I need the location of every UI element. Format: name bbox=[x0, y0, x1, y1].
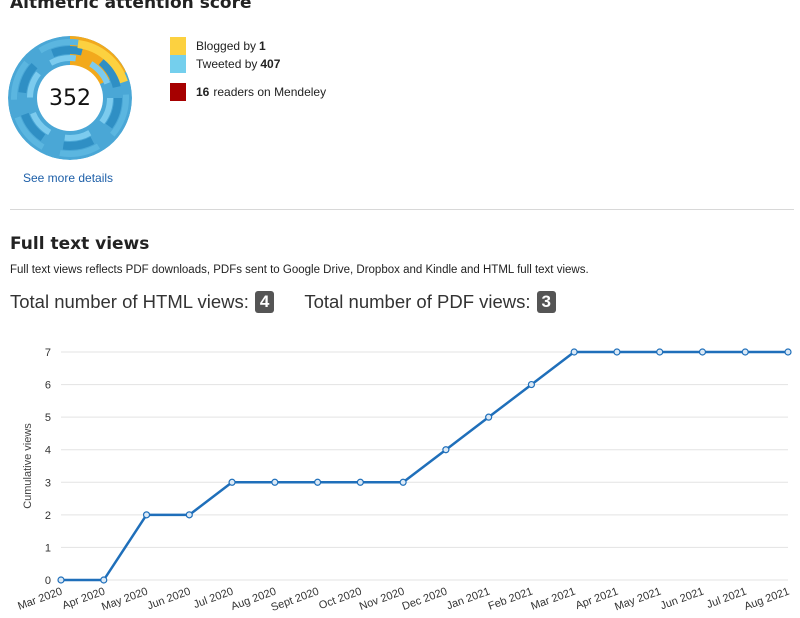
data-point-10 bbox=[485, 413, 493, 421]
data-point-7 bbox=[356, 478, 364, 486]
mendeley-label: readers on Mendeley bbox=[213, 85, 327, 99]
mendeley-swatch bbox=[170, 83, 186, 101]
html-views-count: 4 bbox=[254, 291, 275, 313]
data-point-8 bbox=[399, 478, 407, 486]
views-totals: Total number of HTML views: 4 Total numb… bbox=[10, 291, 557, 313]
pdf-views-label: Total number of PDF views: bbox=[304, 291, 531, 312]
y-tick-label-0: 0 bbox=[45, 575, 51, 587]
x-tick-label-2: May 2020 bbox=[100, 586, 150, 614]
html-views-label: Total number of HTML views: bbox=[10, 291, 249, 312]
tweeted-swatch bbox=[170, 55, 186, 73]
x-tick-label-17: Aug 2021 bbox=[743, 586, 791, 613]
series-line bbox=[61, 350, 788, 582]
legend-mendeley: 16 readers on Mendeley bbox=[170, 83, 326, 101]
views-description: Full text views reflects PDF downloads, … bbox=[10, 264, 589, 276]
x-tick-label-4: Jul 2020 bbox=[192, 586, 235, 612]
data-point-13 bbox=[613, 348, 621, 356]
data-point-1 bbox=[100, 576, 108, 584]
x-tick-label-13: Apr 2021 bbox=[574, 586, 620, 613]
data-point-6 bbox=[313, 478, 322, 486]
altmetric-title: Altmetric attention score bbox=[10, 0, 252, 13]
x-tick-label-12: Mar 2021 bbox=[529, 586, 577, 613]
mendeley-count: 16 bbox=[196, 85, 210, 99]
section-divider bbox=[10, 209, 794, 210]
blogged-count: 1 bbox=[259, 39, 266, 53]
y-tick-label-5: 5 bbox=[45, 412, 51, 424]
altmetric-donut-icon[interactable] bbox=[8, 36, 132, 160]
y-axis-label: Cumulative views bbox=[22, 423, 34, 509]
x-tick-label-15: Jun 2021 bbox=[659, 586, 706, 613]
data-point-0 bbox=[57, 576, 65, 584]
legend-tweeted: Tweeted by 407 bbox=[170, 55, 326, 73]
x-tick-label-11: Feb 2021 bbox=[487, 586, 535, 613]
blogged-swatch bbox=[170, 37, 186, 55]
data-point-2 bbox=[142, 511, 151, 519]
x-tick-label-6: Sept 2020 bbox=[269, 586, 320, 614]
blogged-label: Blogged by bbox=[196, 39, 257, 53]
x-tick-label-16: Jul 2021 bbox=[705, 586, 748, 612]
data-point-14 bbox=[656, 348, 664, 356]
y-tick-label-6: 6 bbox=[45, 380, 51, 392]
y-tick-label-1: 1 bbox=[45, 542, 51, 554]
data-point-5 bbox=[271, 478, 279, 486]
tweeted-count: 407 bbox=[260, 57, 281, 71]
see-more-details-link[interactable]: See more details bbox=[23, 171, 114, 185]
data-point-3 bbox=[185, 511, 193, 519]
x-tick-label-7: Oct 2020 bbox=[317, 586, 363, 613]
x-tick-label-0: Mar 2020 bbox=[16, 586, 64, 613]
x-tick-label-10: Jan 2021 bbox=[445, 586, 492, 613]
data-point-9 bbox=[442, 446, 450, 454]
data-point-4 bbox=[228, 478, 236, 486]
data-point-15 bbox=[698, 348, 707, 356]
altmetric-legend: Blogged by 1 Tweeted by 407 16 readers o… bbox=[170, 37, 326, 101]
x-tick-label-9: Dec 2020 bbox=[401, 586, 449, 613]
pdf-views-count: 3 bbox=[536, 291, 557, 313]
y-tick-label-4: 4 bbox=[45, 445, 51, 457]
data-point-12 bbox=[570, 348, 578, 356]
y-tick-label-7: 7 bbox=[45, 347, 51, 359]
x-tick-label-3: Jun 2020 bbox=[146, 586, 193, 613]
data-point-11 bbox=[527, 380, 536, 389]
tweeted-label: Tweeted by bbox=[196, 57, 258, 71]
full-text-views-title: Full text views bbox=[10, 234, 150, 254]
x-tick-label-8: Nov 2020 bbox=[358, 586, 406, 613]
x-tick-label-1: Apr 2020 bbox=[61, 586, 107, 613]
y-tick-label-2: 2 bbox=[45, 510, 51, 522]
y-tick-label-3: 3 bbox=[45, 477, 51, 489]
altmetric-score: 352 bbox=[49, 85, 91, 111]
data-point-17 bbox=[784, 348, 792, 356]
legend-blogged: Blogged by 1 bbox=[170, 37, 326, 55]
data-point-16 bbox=[741, 348, 749, 356]
x-tick-label-14: May 2021 bbox=[613, 586, 663, 614]
